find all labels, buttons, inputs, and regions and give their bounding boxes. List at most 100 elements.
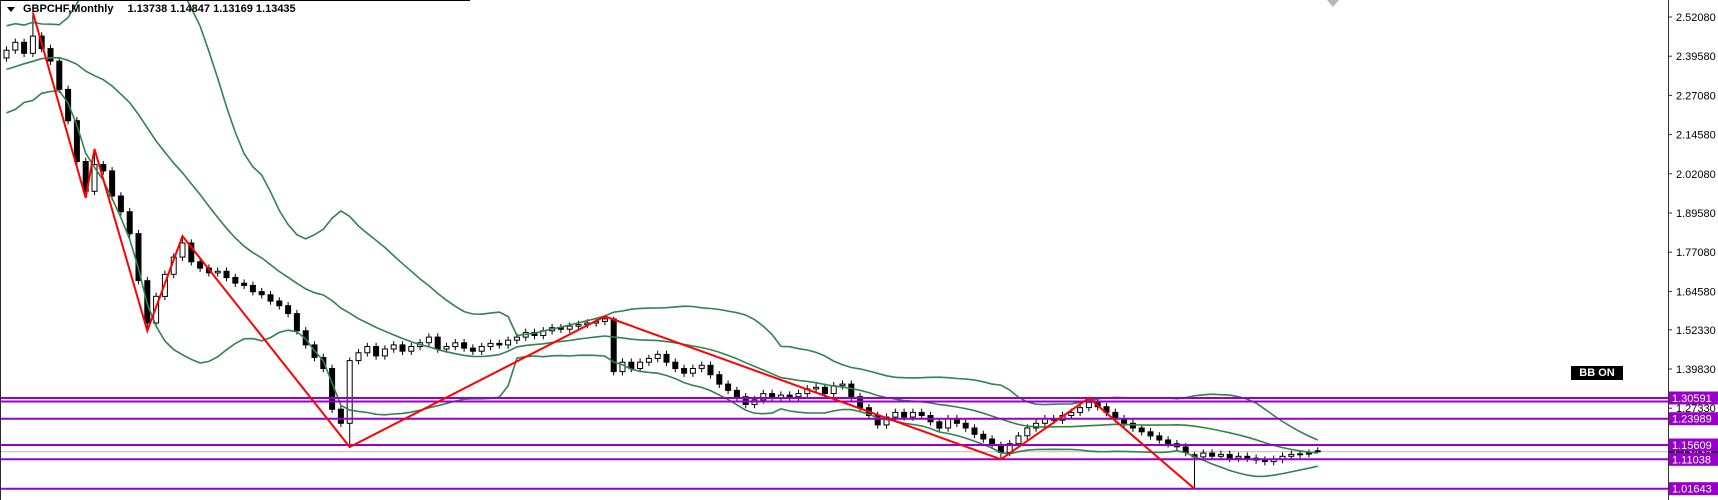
candle-body	[126, 211, 133, 235]
candle-body	[443, 346, 450, 350]
candle-body	[848, 383, 855, 398]
candle-body	[1147, 431, 1154, 437]
candle-body	[364, 346, 371, 354]
candle-body	[945, 418, 952, 429]
candle-body	[637, 361, 644, 370]
candle-body	[760, 393, 767, 401]
candle-body	[276, 300, 283, 307]
axis-tick-label: 2.52080	[1676, 12, 1716, 24]
candle-body	[425, 336, 432, 344]
level-price-box[interactable]	[1669, 412, 1718, 426]
candle-body	[469, 347, 476, 352]
candle-body	[337, 408, 344, 424]
candle-body	[786, 394, 793, 398]
axis-tick-label: 1.39830	[1676, 364, 1716, 376]
axis-tick-label: 2.27080	[1676, 90, 1716, 102]
candle-body	[566, 325, 573, 330]
candle-body	[1024, 427, 1031, 437]
candle-body	[197, 261, 204, 269]
candle-body	[681, 368, 688, 374]
candle-body	[346, 360, 353, 424]
candle-body	[1138, 427, 1145, 433]
candle-body	[1217, 453, 1224, 457]
candle-body	[1288, 453, 1295, 457]
candle-body	[795, 393, 802, 398]
candle-body	[320, 357, 327, 369]
candle-body	[689, 368, 696, 374]
axis-tick-label: 2.02080	[1676, 169, 1716, 181]
candle-body	[1209, 452, 1216, 457]
level-price-box-label: 1.11038	[1672, 454, 1711, 466]
candle-body	[408, 346, 415, 352]
candle-body	[839, 383, 846, 387]
candle-body	[813, 386, 820, 390]
candle-body	[1165, 439, 1172, 445]
candle-body	[654, 353, 661, 359]
window-top-border	[0, 0, 470, 1]
candle-body	[892, 411, 899, 418]
candle-body	[461, 342, 468, 349]
candle-body	[1305, 452, 1312, 455]
level-price-box[interactable]	[1669, 391, 1718, 405]
candle-body	[73, 120, 80, 162]
candle-body	[21, 41, 28, 54]
candle-body	[1235, 455, 1242, 459]
bb-on-label[interactable]: BB ON	[1571, 366, 1623, 380]
candle-body	[29, 35, 36, 54]
candle-body	[82, 161, 89, 192]
candle-body	[214, 270, 221, 274]
candle-body	[513, 336, 520, 341]
level-price-box-label: 1.23989	[1672, 414, 1712, 426]
candle-body	[188, 242, 195, 263]
candle-body	[909, 411, 916, 418]
candle-body	[355, 352, 362, 362]
candle-body	[645, 357, 652, 363]
ohlc-values: 1.13738 1.14847 1.13169 1.13435	[127, 3, 296, 15]
candle-body	[381, 348, 388, 357]
axis-tick-label: 1.89580	[1676, 208, 1716, 220]
candle-body	[179, 242, 186, 258]
candle-body	[1226, 453, 1233, 459]
candle-body	[487, 342, 494, 347]
bollinger-lower-band	[6, 89, 1318, 478]
candle-body	[12, 41, 19, 51]
axis-tick-label: 1.64580	[1676, 286, 1716, 298]
level-price-box[interactable]	[1669, 482, 1718, 496]
axis-tick-label: 2.14580	[1676, 130, 1716, 142]
axis-tick-label: 1.52330	[1676, 325, 1716, 337]
candle-body	[285, 305, 292, 315]
candle-body	[936, 421, 943, 429]
candle-body	[918, 411, 925, 416]
candle-body	[1244, 455, 1251, 459]
zigzag-line[interactable]	[31, 12, 1196, 490]
candle-body	[91, 164, 98, 192]
candle-body	[135, 233, 142, 282]
candle-body	[1077, 407, 1084, 413]
candle-body	[821, 386, 828, 395]
candle-body	[971, 427, 978, 435]
candle-body	[716, 374, 723, 385]
candle-body	[610, 318, 617, 373]
window-left-border	[0, 0, 1, 500]
candle-body	[496, 342, 503, 346]
symbol-dropdown-icon[interactable]	[7, 7, 15, 12]
candle-body	[267, 294, 274, 302]
candle-body	[109, 170, 116, 197]
level-price-box[interactable]	[1669, 452, 1718, 466]
candle-body	[962, 422, 969, 429]
candle-body	[241, 282, 248, 286]
candle-body	[1033, 422, 1040, 429]
level-price-box[interactable]	[1669, 438, 1718, 452]
symbol-timeframe-label: GBPCHF,Monthly	[23, 3, 114, 15]
candle-body	[901, 411, 908, 418]
candle-body	[1156, 435, 1163, 441]
candle-body	[452, 342, 459, 348]
bollinger-middle-band	[6, 56, 1318, 454]
candle-body	[1297, 453, 1304, 456]
candle-body	[1015, 435, 1022, 445]
candle-body	[725, 383, 732, 391]
chart-shift-marker-icon[interactable]	[1327, 0, 1339, 7]
candle-body	[390, 344, 397, 350]
